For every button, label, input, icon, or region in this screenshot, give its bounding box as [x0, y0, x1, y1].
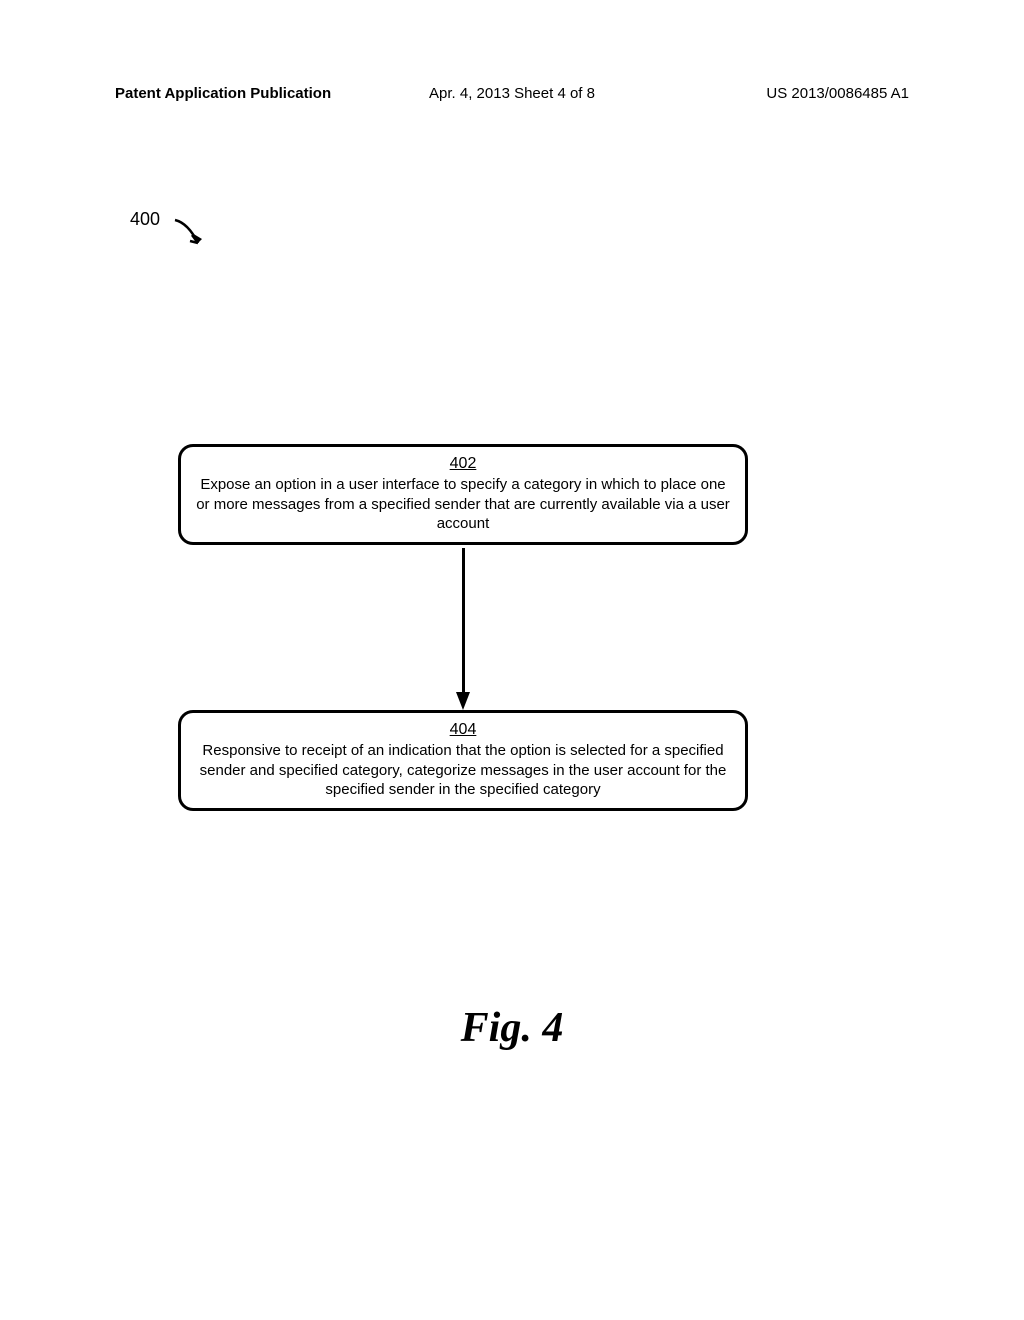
reference-arrow-icon — [170, 215, 220, 265]
figure-reference-number: 400 — [130, 209, 160, 230]
box-text: Responsive to receipt of an indication t… — [200, 742, 727, 798]
box-number: 404 — [193, 721, 733, 739]
arrowhead-down-icon — [456, 692, 470, 710]
header-date-sheet: Apr. 4, 2013 Sheet 4 of 8 — [429, 85, 595, 102]
figure-label: Fig. 4 — [461, 1004, 564, 1052]
box-text: Expose an option in a user interface to … — [196, 476, 730, 532]
flowchart-box-404: 404 Responsive to receipt of an indicati… — [178, 710, 748, 811]
header-patent-number: US 2013/0086485 A1 — [766, 85, 909, 102]
flowchart-connector — [462, 548, 465, 696]
header-publication-type: Patent Application Publication — [115, 85, 331, 102]
header: Patent Application Publication Apr. 4, 2… — [0, 85, 1024, 102]
box-number: 402 — [193, 455, 733, 473]
flowchart-box-402: 402 Expose an option in a user interface… — [178, 444, 748, 545]
